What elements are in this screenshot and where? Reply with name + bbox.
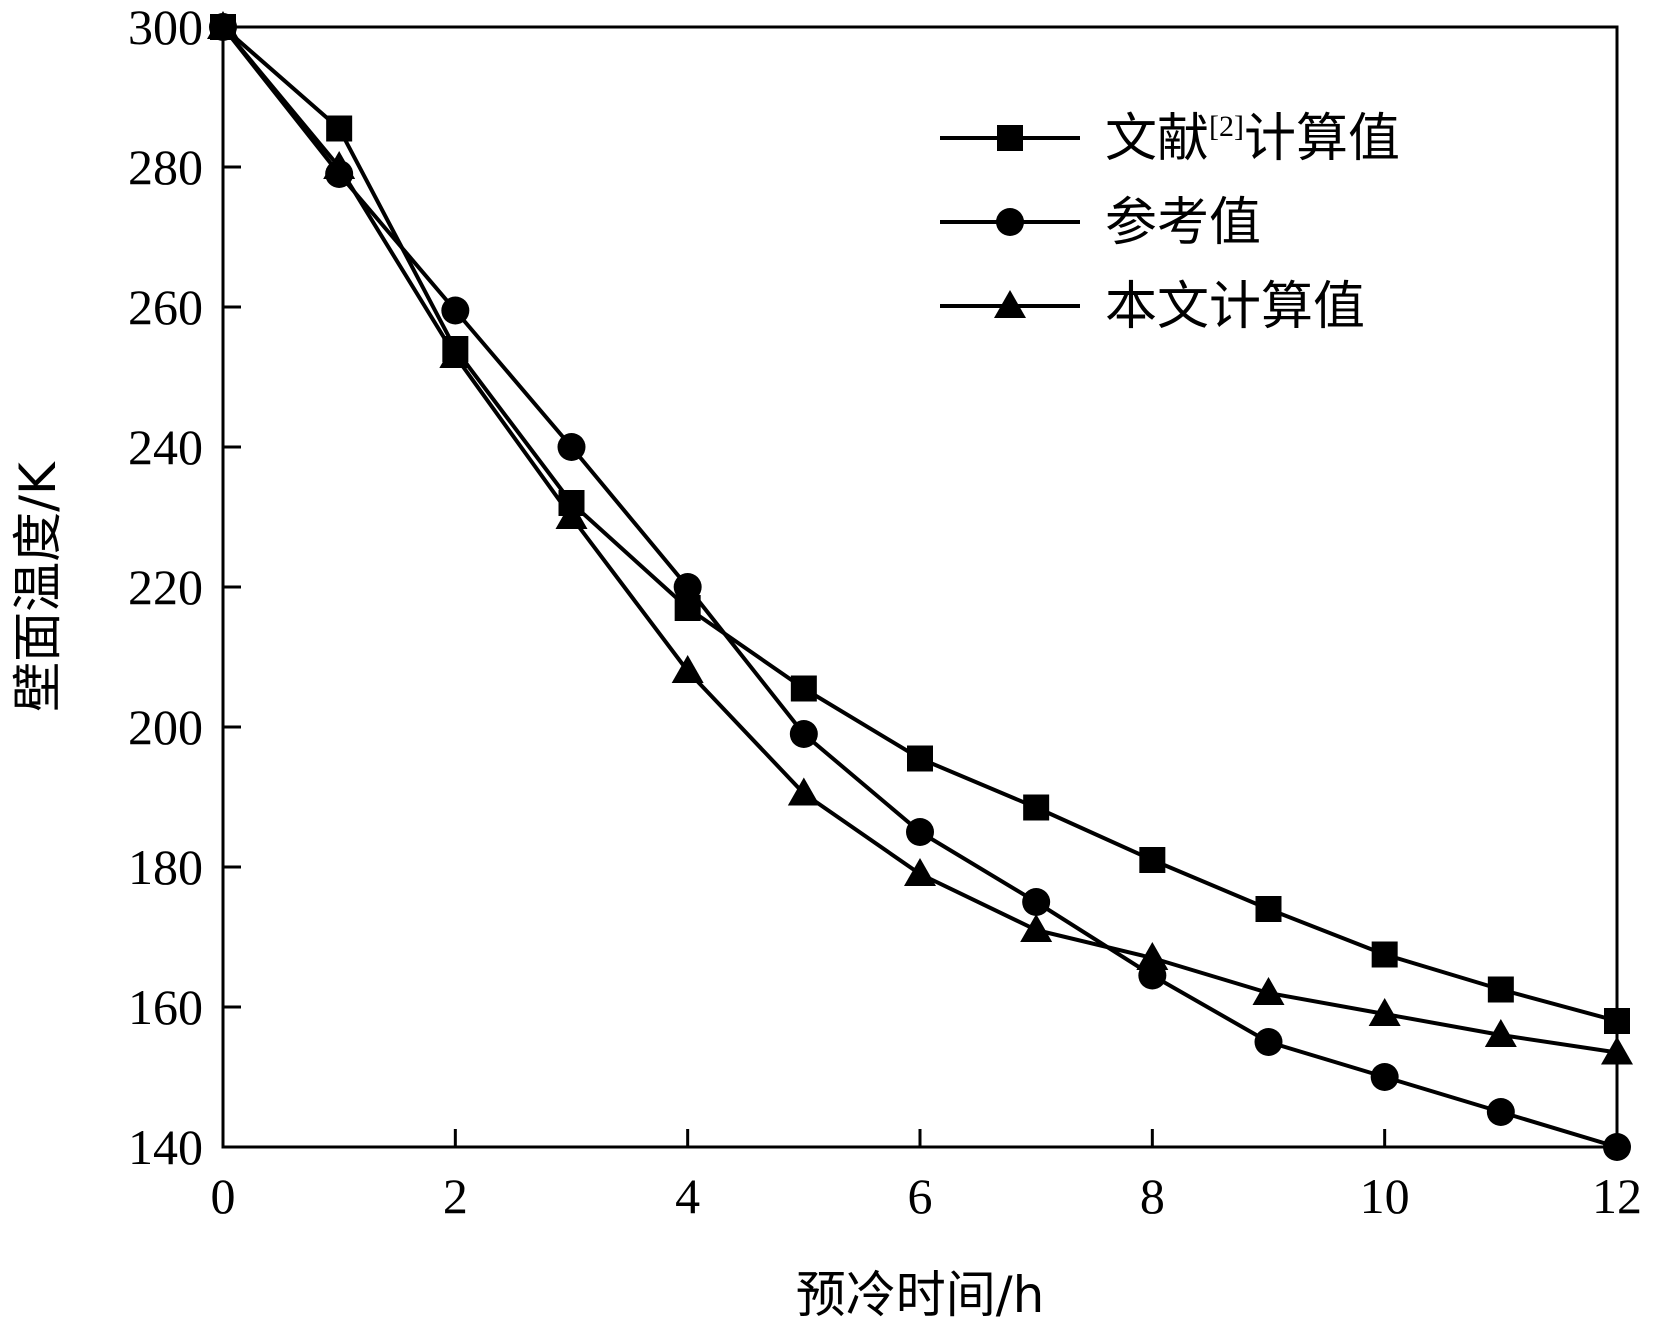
- y-tick-label: 280: [128, 139, 203, 195]
- series-circle: [209, 13, 1631, 1161]
- x-tick-label: 10: [1360, 1168, 1410, 1224]
- series-line: [221, 25, 1618, 1149]
- y-tick-label: 220: [128, 559, 203, 615]
- plot-frame: [221, 25, 1619, 1149]
- legend-marker-triangle: [994, 290, 1026, 318]
- data-point-square: [907, 745, 933, 772]
- data-point-triangle: [671, 655, 704, 683]
- x-tick-label: 6: [908, 1168, 933, 1224]
- x-tick-label: 12: [1592, 1168, 1642, 1224]
- data-point-circle: [1022, 888, 1051, 916]
- data-point-square: [1023, 794, 1050, 821]
- data-point-circle: [1603, 1133, 1631, 1161]
- series-layer: [207, 11, 1633, 1161]
- data-point-circle: [1370, 1063, 1399, 1091]
- legend-item-triangle: 本文计算值: [940, 277, 1365, 337]
- y-tick-label: 200: [128, 699, 203, 755]
- data-point-circle: [1486, 1098, 1515, 1126]
- data-point-triangle: [1252, 977, 1285, 1005]
- legend-label: 本文计算值: [1105, 277, 1365, 337]
- data-point-circle: [906, 818, 934, 846]
- legend-label: 文献[2]计算值: [1105, 109, 1400, 169]
- data-point-triangle: [323, 151, 356, 179]
- data-point-square: [1139, 847, 1166, 873]
- data-point-circle: [789, 720, 818, 748]
- data-point-circle: [441, 296, 470, 325]
- y-tick-label: 180: [128, 839, 203, 895]
- data-point-circle: [557, 433, 586, 461]
- data-point-circle: [673, 573, 702, 601]
- series-triangle: [207, 11, 1633, 1065]
- series-line: [221, 25, 1618, 1055]
- legend-marker-circle: [996, 208, 1024, 236]
- data-point-square: [326, 115, 353, 142]
- data-point-square: [1604, 1008, 1630, 1034]
- x-tick-label: 0: [211, 1168, 236, 1224]
- legend-label: 参考值: [1105, 193, 1261, 253]
- x-tick-label: 4: [675, 1168, 700, 1224]
- y-tick-label: 240: [128, 419, 203, 475]
- y-axis-title: 壁面温度/K: [9, 461, 67, 712]
- x-axis-ticks: 0 2 4 6 8 10 12: [211, 1129, 1642, 1224]
- data-point-square: [1487, 976, 1514, 1003]
- data-point-triangle: [1020, 914, 1053, 942]
- x-tick-label: 8: [1140, 1168, 1165, 1224]
- x-tick-label: 2: [443, 1168, 468, 1224]
- data-point-square: [1255, 896, 1282, 922]
- data-point-triangle: [1484, 1019, 1517, 1047]
- data-point-triangle: [439, 340, 472, 368]
- data-point-triangle: [1136, 942, 1169, 970]
- data-point-square: [1371, 941, 1398, 968]
- data-point-triangle: [1601, 1036, 1633, 1065]
- legend-item-square: 文献[2]计算值: [940, 109, 1400, 169]
- data-point-triangle: [207, 11, 239, 39]
- y-tick-label: 260: [128, 279, 203, 335]
- data-point-triangle: [787, 777, 820, 806]
- data-point-triangle: [904, 858, 936, 886]
- data-point-circle: [1254, 1028, 1283, 1056]
- y-tick-label: 300: [128, 0, 203, 55]
- data-point-triangle: [1368, 998, 1401, 1026]
- y-axis-ticks: 140 160 180 200 220 240 260 280 300: [128, 0, 241, 1175]
- y-tick-label: 140: [128, 1119, 203, 1175]
- data-point-square: [790, 675, 817, 702]
- legend-item-circle: 参考值: [940, 193, 1261, 253]
- legend-marker-square: [997, 125, 1023, 151]
- data-point-triangle: [555, 501, 588, 529]
- x-axis-title: 预冷时间/h: [796, 1266, 1045, 1324]
- y-tick-label: 160: [128, 979, 203, 1035]
